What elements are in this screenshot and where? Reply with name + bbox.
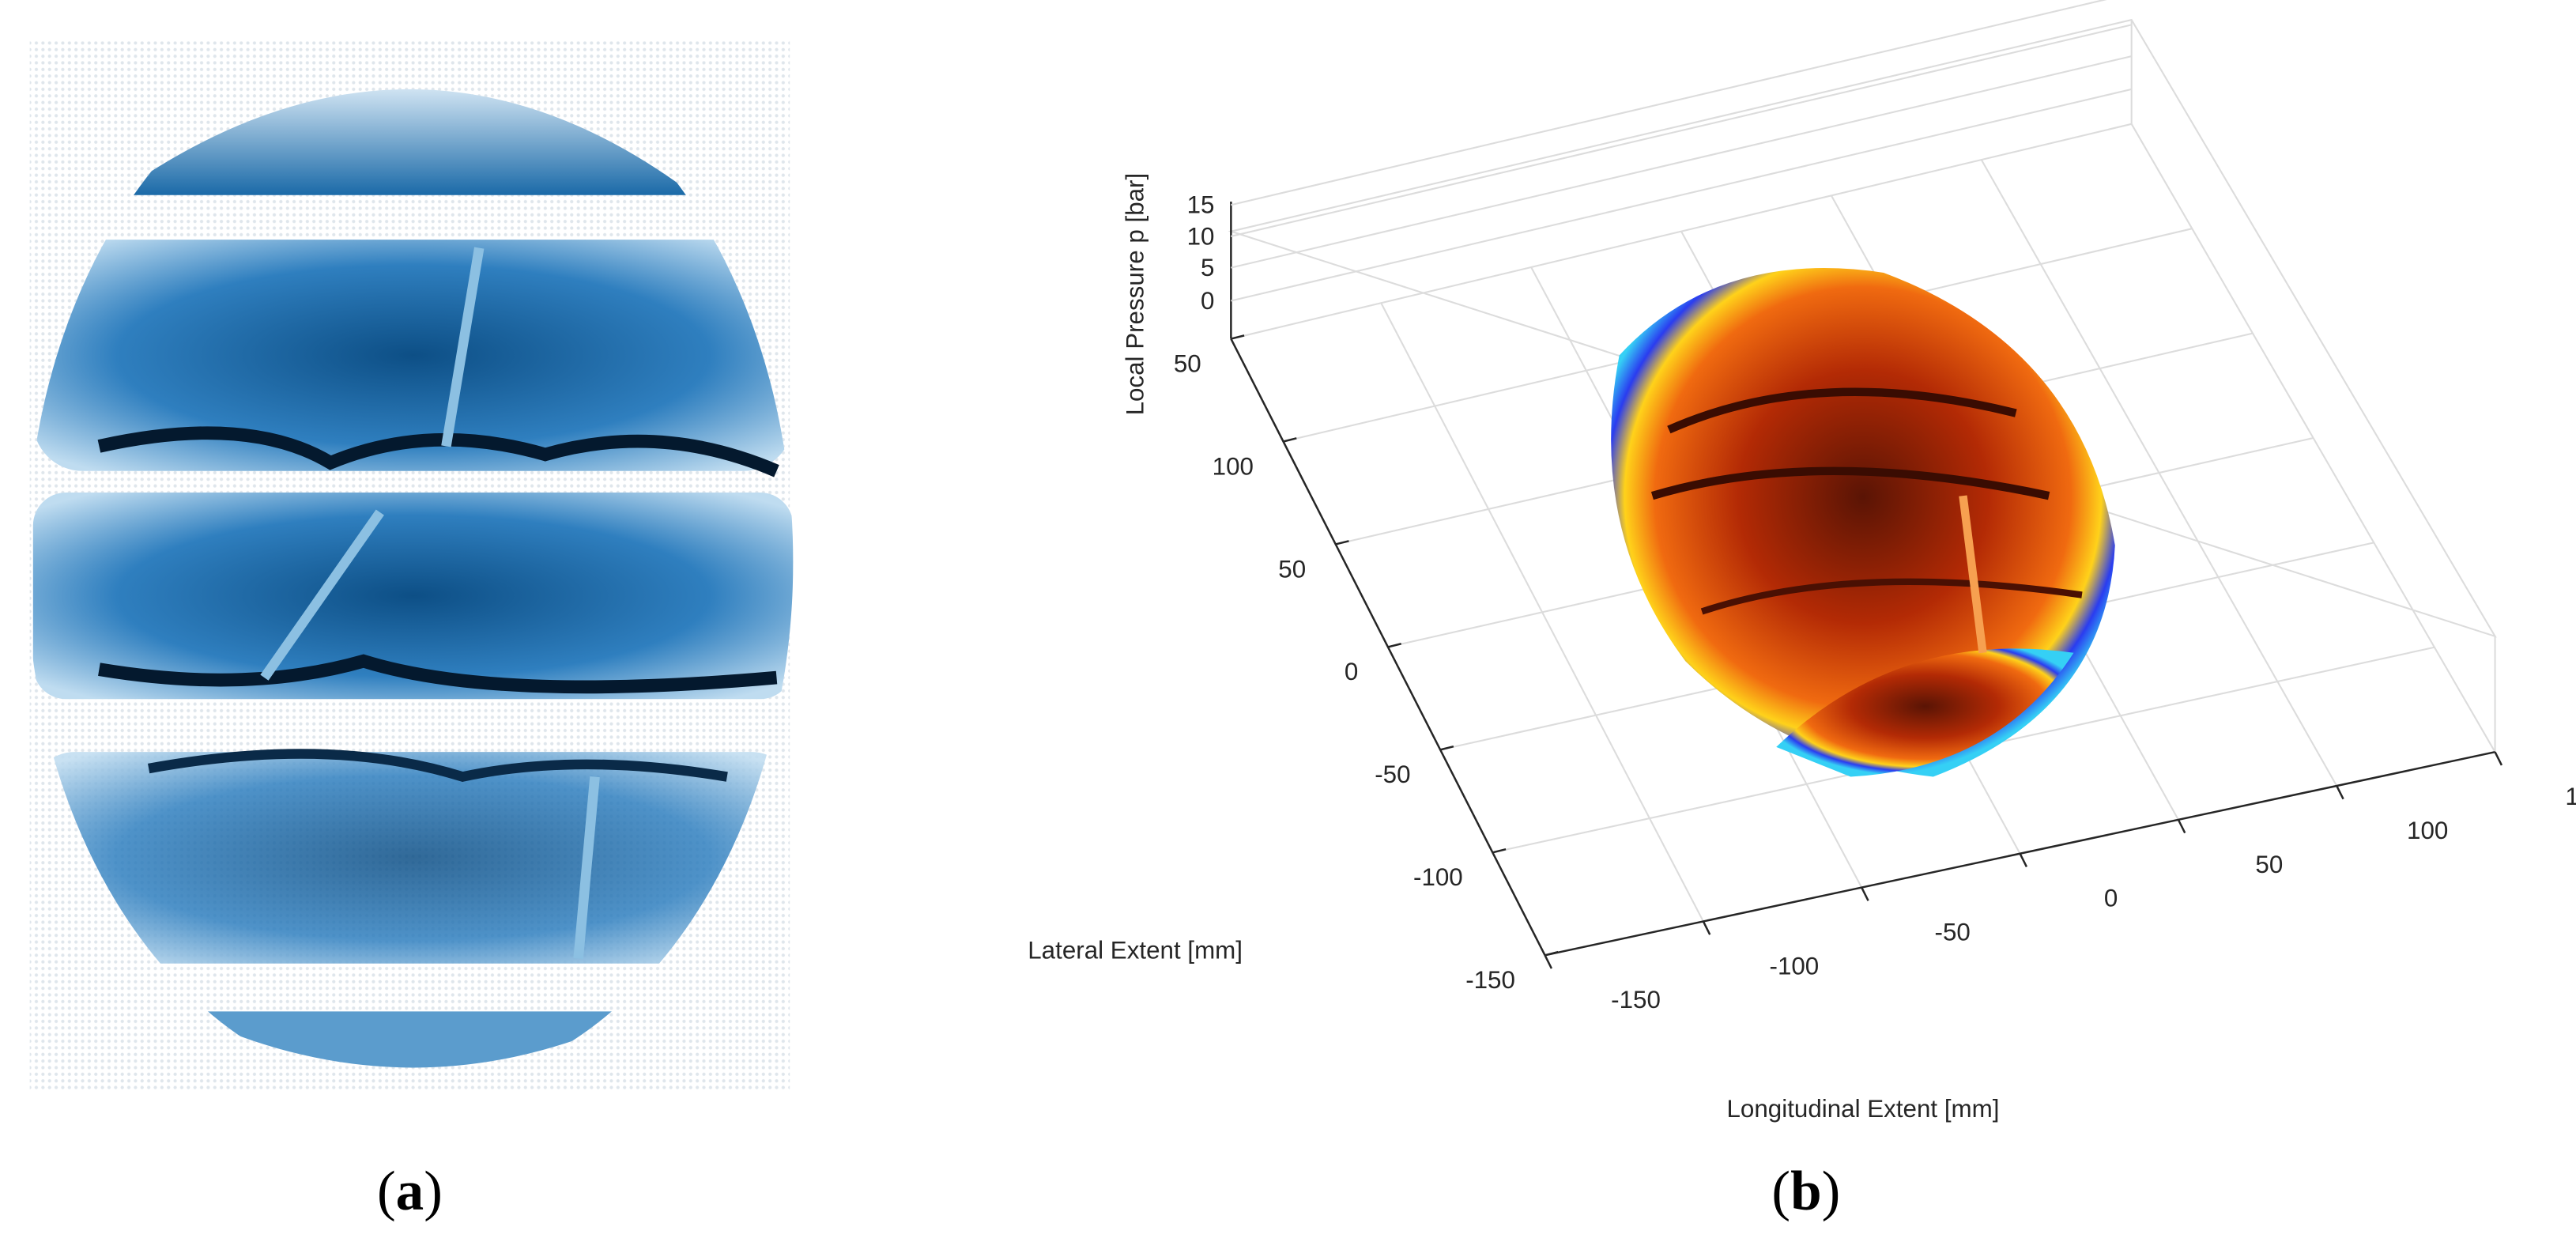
longitudinal-tick-label: 100 — [2407, 817, 2448, 844]
longitudinal-tick-label: -100 — [1770, 952, 1820, 980]
sipe — [260, 247, 600, 960]
band — [181, 1011, 645, 1068]
tick-mark — [1492, 848, 1507, 854]
lateral-tick-label: 50 — [1174, 349, 1201, 377]
z-tick-label: 5 — [1201, 254, 1214, 281]
band — [32, 752, 794, 964]
tick-mark — [1335, 540, 1349, 545]
caption-part: ( — [377, 1161, 396, 1222]
lateral-tick-label: -100 — [1413, 863, 1463, 891]
grid-line — [1231, 88, 2132, 302]
tick-mark — [1861, 887, 1869, 901]
band — [115, 89, 694, 195]
longitudinal-tick-label: 0 — [2104, 885, 2118, 912]
surface-plot: Local Pressure p [bar] Lateral Extent [m… — [1028, 0, 2576, 1123]
z-tick-label: 10 — [1187, 222, 1215, 250]
grid-line — [1231, 55, 2132, 269]
tick-mark — [1544, 954, 1553, 969]
tick-mark — [1439, 745, 1454, 751]
grid-line — [1980, 159, 2338, 787]
groove-ridge — [1650, 466, 2050, 500]
longitudinal-tick-label: -50 — [1935, 918, 1971, 946]
tick-mark — [2494, 751, 2503, 766]
band — [32, 240, 794, 471]
caption-part: b — [1790, 1161, 1822, 1222]
caption-part: ) — [1822, 1161, 1841, 1222]
caption-part: ( — [1771, 1161, 1790, 1222]
groove-edge — [97, 426, 779, 478]
groove-ridge — [1667, 387, 2017, 434]
tick-mark — [2336, 785, 2344, 800]
lateral-tick-label: 0 — [1345, 658, 1358, 685]
pressure-surface — [1611, 268, 2115, 777]
longitudinal-axis-label: Longitudinal Extent [mm] — [1727, 1095, 2000, 1123]
sipe — [1959, 495, 1987, 654]
caption-part: ) — [424, 1161, 443, 1222]
band — [32, 492, 794, 700]
tick-mark — [1387, 643, 1401, 648]
z-tick-label: 0 — [1201, 287, 1214, 315]
longitudinal-tick-label: -150 — [1611, 986, 1661, 1014]
lateral-tick-label: -50 — [1375, 761, 1410, 788]
z-tick-label: 15 — [1187, 191, 1215, 219]
tick-mark — [1702, 920, 1711, 935]
footprint-image — [29, 41, 794, 1091]
caption-part: a — [396, 1161, 424, 1222]
grid-line — [1231, 0, 2107, 206]
lateral-tick-label: 100 — [1213, 452, 1254, 480]
grid-line — [1231, 24, 2132, 237]
lateral-axis-label: Lateral Extent [mm] — [1028, 936, 1243, 964]
surface-patch — [1776, 648, 2074, 777]
tick-mark — [2177, 819, 2186, 834]
groove-edge — [98, 654, 778, 694]
lateral-tick-label: 50 — [1278, 555, 1306, 583]
z-axis-label: Local Pressure p [bar] — [1122, 173, 1149, 416]
groove-ridge — [1700, 578, 2083, 615]
tick-mark — [1544, 950, 1559, 957]
tick-mark — [1283, 437, 1297, 443]
caption: (a) — [377, 1161, 443, 1222]
lateral-tick-label: -150 — [1465, 966, 1515, 994]
groove-edge — [148, 749, 728, 783]
tick-mark — [2019, 853, 2028, 868]
longitudinal-tick-label: 50 — [2255, 851, 2283, 878]
caption: (b) — [1771, 1161, 1840, 1222]
tick-mark — [1231, 334, 1245, 340]
longitudinal-tick-label: 150 — [2565, 783, 2576, 810]
